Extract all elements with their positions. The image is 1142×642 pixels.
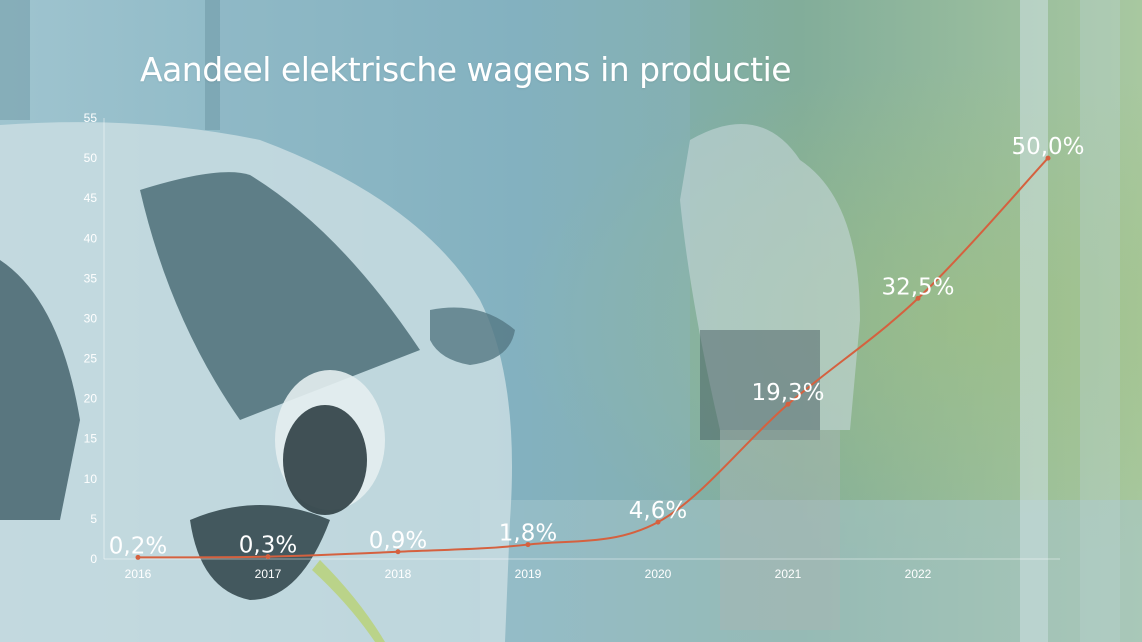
data-labels: 0,2% 0,3% 0,9% 1,8% 4,6% 19,3% 32,5% 50,0%: [109, 134, 1085, 559]
data-label: 1,8%: [499, 521, 557, 547]
data-point: [395, 549, 401, 555]
y-tick-label: 55: [84, 111, 98, 125]
data-label: 4,6%: [629, 498, 687, 524]
y-tick-label: 10: [84, 472, 98, 486]
data-label: 0,2%: [109, 533, 167, 559]
y-tick-label: 35: [84, 271, 98, 285]
y-tick-label: 15: [84, 432, 98, 446]
data-label: 19,3%: [751, 380, 824, 406]
y-tick-label: 25: [84, 352, 98, 366]
chart-axes: [103, 118, 1060, 560]
series-line: [137, 157, 1049, 559]
y-tick-label: 40: [84, 231, 98, 245]
data-point: [655, 519, 661, 525]
data-point: [525, 542, 531, 548]
y-tick-label: 0: [90, 552, 97, 566]
data-label: 0,3%: [239, 533, 297, 559]
y-tick-label: 50: [84, 151, 98, 165]
x-tick-label: 2020: [645, 567, 672, 581]
x-tick-label: 2019: [515, 567, 542, 581]
y-axis-ticks: 0 5 10 15 20 25 30 35 40 45 50 55: [84, 111, 98, 566]
x-tick-label: 2016: [125, 567, 152, 581]
data-label: 0,9%: [369, 528, 427, 554]
data-label: 50,0%: [1011, 134, 1084, 160]
data-point: [135, 554, 141, 560]
data-points: [135, 155, 1051, 560]
y-tick-label: 30: [84, 311, 98, 325]
y-tick-label: 45: [84, 191, 98, 205]
data-point: [1045, 155, 1051, 161]
data-label: 32,5%: [881, 274, 954, 300]
x-tick-label: 2021: [775, 567, 802, 581]
x-axis-ticks: 2016 2017 2018 2019 2020 2021 2022: [125, 567, 932, 581]
data-point: [785, 401, 791, 407]
y-tick-label: 20: [84, 392, 98, 406]
data-point: [265, 554, 271, 560]
x-tick-label: 2022: [905, 567, 932, 581]
x-tick-label: 2018: [385, 567, 412, 581]
x-tick-label: 2017: [255, 567, 282, 581]
data-point: [915, 295, 921, 301]
y-tick-label: 5: [90, 512, 97, 526]
chart-title: Aandeel elektrische wagens in productie: [140, 50, 792, 89]
